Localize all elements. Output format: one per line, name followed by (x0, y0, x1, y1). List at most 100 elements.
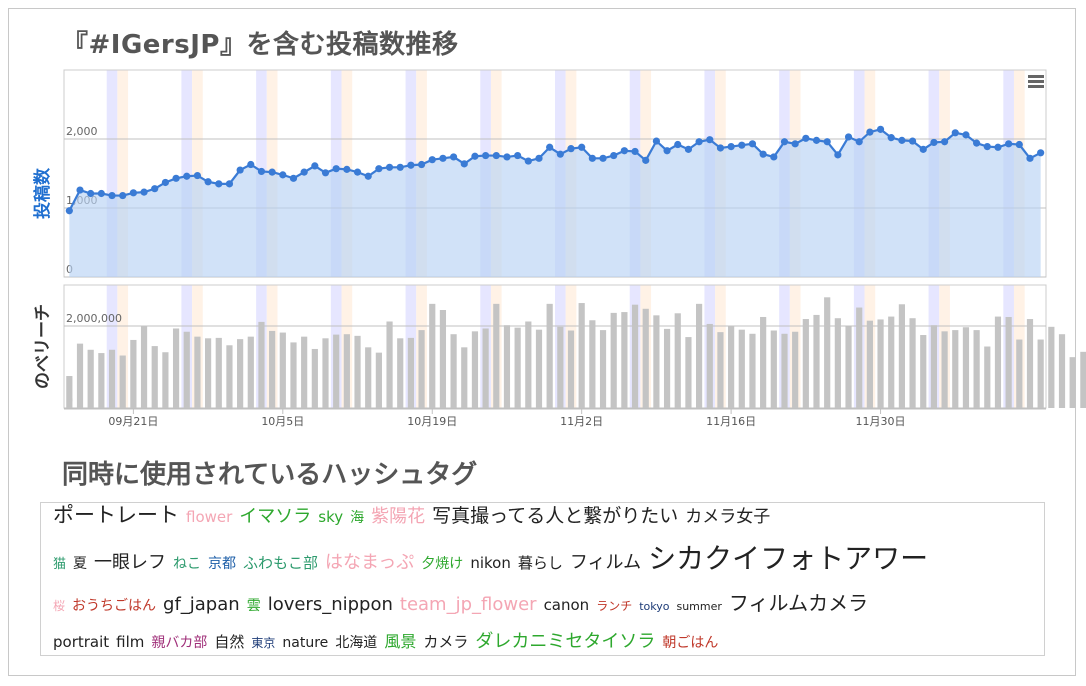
hashtag-link[interactable]: 写真撮ってる人と繋がりたい (432, 505, 679, 527)
reach-bar (66, 376, 73, 408)
y-axis-title-top: 投稿数 (32, 167, 53, 219)
reach-bar (407, 337, 414, 408)
posts-point (802, 134, 810, 142)
posts-point (695, 138, 703, 146)
reach-bar (781, 333, 788, 408)
hashtag-link[interactable]: カメラ (423, 633, 469, 651)
reach-bar (514, 327, 521, 408)
hashtag-link[interactable]: 朝ごはん (662, 635, 719, 651)
hashtag-link[interactable]: 自然 (214, 633, 245, 651)
posts-point (973, 139, 981, 147)
posts-point (407, 161, 415, 169)
hashtag-link[interactable]: 北海道 (335, 635, 378, 651)
hashtag-link[interactable]: 桜 (53, 599, 66, 613)
reach-bar (322, 338, 329, 408)
hashtag-link[interactable]: イマソラ (239, 506, 312, 527)
posts-point (449, 153, 458, 161)
tag-cloud-row: 猫夏一眼レフ ねこ 京都 ふわもこ部 はなまっぷ 夕焼け nikon 暮らし フィルム シカクイフ… (53, 545, 1036, 593)
posts-point (375, 165, 383, 173)
hashtag-link[interactable]: 紫陽花 (371, 506, 426, 527)
hashtag-link[interactable]: ランチ (596, 599, 633, 613)
hashtag-link[interactable]: nature (282, 635, 329, 651)
posts-point (1015, 140, 1023, 149)
reach-bar (482, 328, 489, 408)
reach-bar (258, 321, 265, 408)
hashtag-link[interactable]: ふわもこ部 (243, 554, 319, 572)
posts-point (225, 180, 234, 188)
hashtag-link[interactable]: 京都 (208, 556, 237, 572)
posts-point (279, 171, 287, 179)
x-tick-label: 10月5日 (261, 415, 304, 428)
posts-point (674, 140, 682, 149)
reach-bar (930, 325, 938, 408)
reach-bar (343, 334, 350, 408)
hashtag-link[interactable]: gf_japan (163, 594, 240, 615)
hashtag-link[interactable]: 暮らし (517, 554, 563, 572)
weekend-band-sat (106, 70, 118, 277)
hashtag-link[interactable]: シカクイフォトアワー (648, 542, 929, 575)
hashtag-link[interactable]: はなまっぷ (325, 552, 415, 573)
reach-bar (621, 312, 628, 408)
hashtag-link[interactable]: 風景 (384, 632, 417, 651)
reach-bar (888, 316, 895, 408)
hashtag-link[interactable]: 親バカ部 (151, 635, 208, 651)
tag-cloud-row: ポートレート flower イマソラ sky 海紫陽花 写真撮ってる人と繋がりたい カメラ女… (53, 505, 1036, 545)
hashtag-link[interactable]: 夏 (73, 556, 88, 572)
weekend-band-sat (106, 285, 118, 408)
posts-point (343, 165, 351, 173)
hashtag-link[interactable]: tokyo (639, 600, 670, 613)
page-title: 『#IGersJP』を含む投稿数推移 (62, 30, 459, 60)
posts-point (588, 154, 596, 162)
posts-point (663, 147, 671, 155)
posts-point (876, 125, 885, 133)
chart-menu-icon[interactable] (1026, 74, 1046, 90)
reach-bar (770, 330, 777, 408)
hashtag-link[interactable]: フィルムカメラ (728, 591, 869, 615)
hashtag-link[interactable]: 東京 (251, 636, 276, 650)
reach-bar (525, 321, 532, 408)
reach-bar (578, 303, 585, 408)
hashtag-link[interactable]: nikon (470, 554, 511, 572)
hashtag-link[interactable]: lovers_nippon (267, 594, 393, 615)
hashtag-link[interactable]: フィルム (569, 552, 642, 573)
posts-point (930, 138, 938, 147)
hashtag-link[interactable]: ポートレート (53, 503, 179, 527)
hashtag-link[interactable]: flower (186, 508, 233, 526)
posts-point (385, 163, 394, 171)
hashtag-link[interactable]: おうちごはん (72, 598, 157, 614)
reach-bar (429, 303, 436, 408)
posts-point (1005, 140, 1013, 148)
reach-bar (215, 337, 222, 408)
tag-cloud: ポートレート flower イマソラ sky 海紫陽花 写真撮ってる人と繋がりたい カメラ女… (40, 502, 1045, 656)
hashtag-link[interactable]: 猫 (53, 557, 67, 572)
hashtag-link[interactable]: film (116, 633, 145, 651)
reach-bar (301, 336, 308, 408)
posts-point (791, 140, 799, 148)
reach-bar (311, 348, 318, 408)
hashtag-link[interactable]: team_jp_flower (399, 594, 537, 615)
reach-bar (98, 353, 105, 408)
posts-point (706, 136, 714, 144)
reach-bar (493, 303, 500, 408)
reach-bar (1026, 319, 1034, 408)
hashtag-link[interactable]: 雲 (246, 598, 261, 614)
hashtag-link[interactable]: sky (318, 508, 344, 526)
hashtag-link[interactable]: summer (676, 600, 722, 613)
posts-point (417, 160, 426, 169)
reach-bar (87, 349, 94, 408)
hashtag-link[interactable]: ダレカニミセタイソラ (475, 631, 656, 652)
hashtag-link[interactable]: portrait (53, 633, 110, 651)
posts-point (119, 191, 127, 200)
hashtag-link[interactable]: ねこ (173, 556, 202, 572)
posts-point (311, 162, 319, 170)
posts-point (514, 151, 522, 160)
hashtag-link[interactable]: 一眼レフ (94, 552, 167, 573)
hashtag-link[interactable]: カメラ女子 (685, 507, 771, 527)
posts-point (172, 174, 180, 182)
hashtag-link[interactable]: 夕焼け (421, 556, 464, 572)
posts-point (908, 137, 917, 145)
hashtag-link[interactable]: 海 (350, 510, 365, 526)
reach-bar (952, 330, 959, 408)
hashtag-link[interactable]: canon (543, 596, 590, 614)
reach-bar (696, 303, 703, 408)
